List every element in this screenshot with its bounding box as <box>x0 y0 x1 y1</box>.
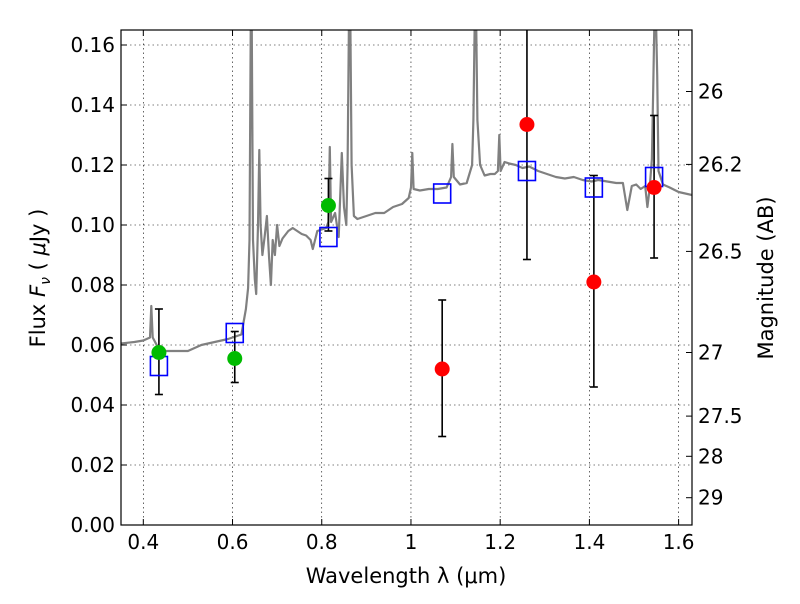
right-tick-label: 29 <box>698 486 723 510</box>
grid-lines <box>121 30 692 526</box>
y-axis-label-jy: Jy ) <box>26 209 50 245</box>
model-square-marker <box>319 226 338 248</box>
model-square-marker <box>584 177 604 198</box>
y-tick-label: 0.12 <box>70 153 115 177</box>
model-square-marker <box>225 322 245 344</box>
right-tick-label: 28 <box>698 444 723 468</box>
y-tick-label: 0.04 <box>70 393 115 417</box>
x-tick-label: 1 <box>405 530 418 554</box>
right-tick-label: 26.2 <box>698 152 743 176</box>
right-axis-ticks: 26 26.2 26.5 27 27.5 28 29 <box>686 80 743 510</box>
x-tick-label: 0.8 <box>306 530 338 554</box>
right-tick-label: 26.5 <box>698 239 743 263</box>
y-axis-label-symbol: F <box>26 284 50 297</box>
y-axis-label-subscript: ν <box>38 277 54 285</box>
x-tick-label: 0.4 <box>127 530 159 554</box>
x-tick-label: 0.6 <box>217 530 249 554</box>
right-tick-label: 26 <box>698 80 723 104</box>
right-tick-label: 27 <box>698 341 723 365</box>
x-axis-ticks: 0.4 0.6 0.8 1 1.2 1.4 1.6 <box>127 30 695 554</box>
x-tick-label: 1.4 <box>573 530 605 554</box>
right-tick-label: 27.5 <box>698 404 743 428</box>
observed-point-marker <box>646 180 662 195</box>
observed-point-marker <box>227 351 243 366</box>
y-axis-label-mu: μ <box>26 242 50 256</box>
x-axis-label: Wavelength λ (μm) <box>306 564 507 588</box>
plot-frame <box>120 29 693 526</box>
y-tick-label: 0.14 <box>70 93 115 117</box>
y-tick-label: 0.00 <box>70 513 115 537</box>
y-tick-label: 0.16 <box>70 33 115 57</box>
y-axis-label: Flux Fν ( μJy ) <box>26 209 54 348</box>
spectrum-line <box>121 30 692 353</box>
observed-point-marker <box>434 361 450 377</box>
y-tick-label: 0.08 <box>70 273 115 297</box>
y-axis-label-unit: ( <box>26 256 50 278</box>
y-tick-label: 0.06 <box>70 333 115 357</box>
x-tick-label: 1.6 <box>663 530 695 554</box>
observed-point-marker <box>151 345 167 360</box>
observed-point-marker <box>586 274 602 290</box>
observed-point-marker <box>320 198 336 213</box>
spectrum-series <box>121 30 692 353</box>
plot-area-background <box>121 30 692 525</box>
y-tick-label: 0.02 <box>70 453 115 477</box>
y-axis-ticks: 0.00 0.02 0.04 0.06 0.08 0.10 0.12 0.14 0.16 <box>70 33 127 537</box>
data-markers <box>149 117 664 377</box>
observed-point-marker <box>519 117 535 132</box>
model-square-marker <box>517 160 537 182</box>
model-square-marker <box>432 183 452 204</box>
right-axis-label: Magnitude (AB) <box>754 196 778 359</box>
y-axis-label-flux: Flux <box>26 297 50 347</box>
x-tick-label: 1.2 <box>484 530 516 554</box>
y-tick-label: 0.10 <box>70 213 115 237</box>
